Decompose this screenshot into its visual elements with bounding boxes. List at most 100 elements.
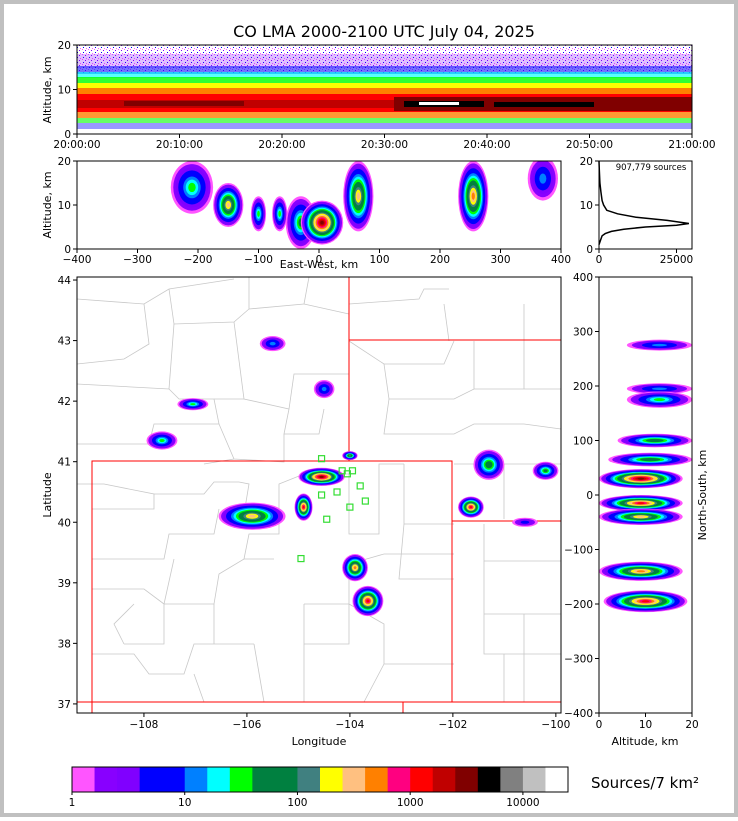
- alt-time-panel: 20:00:00 20:10:00 20:20:00 20:30:00 20:40:00…: [41, 40, 716, 151]
- source-cluster-level: [257, 210, 260, 217]
- map-y-tick-label: 42: [58, 396, 71, 408]
- colorbar-swatch: [229, 767, 253, 792]
- colorbar-swatch: [500, 767, 524, 792]
- source-cluster: [250, 196, 267, 232]
- source-cluster: [342, 554, 368, 582]
- station-marker: [297, 554, 305, 563]
- alt-ew-x-tick-label: 300: [490, 254, 510, 266]
- colorbar-swatch: [522, 767, 546, 792]
- alt-ew-tick-group: −400 −300 −200 −100 0 100 200 300 400 0 10 20: [58, 156, 571, 266]
- colorbar-tick-label: 100: [287, 797, 307, 809]
- alt-ew-y-tick-label: 10: [58, 200, 71, 212]
- alt-time-x-tick-label: 20:20:00: [258, 139, 305, 151]
- source-cluster-level: [636, 515, 646, 518]
- colorbar-swatch: [320, 767, 344, 792]
- alt-hist-x-tick-label: 25000: [660, 254, 693, 266]
- source-cluster-level: [651, 343, 667, 347]
- station-marker: [317, 491, 326, 499]
- alt-time-x-tick-label: 20:30:00: [361, 139, 408, 151]
- ns-alt-x-tick-label: 10: [639, 719, 652, 731]
- colorbar-tick-label: 10: [178, 797, 191, 809]
- colorbar-tick-label: 1: [69, 797, 76, 809]
- alt-time-plot-area: [77, 45, 692, 129]
- alt-time-tick-group: 20:00:00 20:10:00 20:20:00 20:30:00 20:40:00…: [53, 40, 715, 151]
- source-cluster: [352, 585, 384, 617]
- source-cluster: [272, 196, 288, 232]
- source-cluster-level: [302, 505, 305, 509]
- alt-time-y-tick-label: 0: [64, 129, 71, 141]
- alt-ew-x-tick-label: 100: [369, 254, 389, 266]
- alt-time-x-tick-label: 20:00:00: [53, 139, 100, 151]
- alt-ew-ylabel: Altitude, km: [41, 171, 54, 238]
- alt-hist-series-line: [598, 160, 690, 245]
- ns-alt-y-tick-label: −400: [564, 708, 593, 720]
- source-cluster: [608, 452, 692, 467]
- alt-ew-x-tick-label: −100: [244, 254, 273, 266]
- map-y-tick-label: 44: [58, 275, 72, 287]
- ns-alt-y-tick-label: 400: [573, 272, 593, 284]
- colorbar-swatch: [207, 767, 231, 792]
- station-marker: [317, 455, 326, 463]
- colorbar-label: Sources/7 km²: [591, 774, 699, 792]
- alt-ew-x-tick-label: 400: [551, 254, 571, 266]
- ns-alt-y-tick-label: 300: [573, 327, 593, 339]
- alt-ew-y-tick-label: 0: [64, 244, 71, 256]
- map-panel: −108 −106 −104 −102 −100 37 38 39 40 41 42 43 44 Lon…: [41, 275, 570, 748]
- colorbar-swatch: [432, 767, 456, 792]
- ns-alt-ylabel: North-South, km: [696, 450, 709, 541]
- source-cluster: [473, 449, 505, 480]
- source-cluster: [298, 467, 345, 486]
- source-cluster: [343, 161, 374, 232]
- state-boundaries: [77, 277, 561, 713]
- source-cluster-level: [278, 210, 282, 217]
- ns-alt-tick-group: 0 10 20 400 300 200 100 0 −100 −200 −300 −400: [564, 272, 699, 731]
- source-cluster: [458, 496, 484, 518]
- map-y-tick-label: 40: [58, 517, 71, 529]
- map-tick-group: −108 −106 −104 −102 −100 37 38 39 40 41 42 43 44: [58, 275, 571, 731]
- alt-ew-panel: −400 −300 −200 −100 0 100 200 300 400 0 10 20 East-…: [41, 156, 571, 271]
- alt-ew-xlabel: East-West, km: [280, 258, 358, 271]
- source-cluster-level: [188, 182, 196, 193]
- alt-time-y-tick-label: 20: [58, 40, 71, 52]
- colorbar-swatch: [162, 767, 186, 792]
- source-cluster: [599, 495, 683, 512]
- alt-ew-x-tick-label: −400: [63, 254, 92, 266]
- source-cluster-level: [520, 520, 530, 524]
- source-cluster: [532, 461, 559, 480]
- ns-alt-x-tick-label: 0: [596, 719, 603, 731]
- colorbar: 1 10 100 1000 10000 Sources/7 km²: [69, 766, 699, 809]
- source-cluster-level: [653, 398, 666, 402]
- colorbar-swatches: [72, 767, 569, 792]
- source-cluster: [527, 161, 558, 201]
- ns-alt-y-tick-label: −100: [564, 545, 593, 557]
- colorbar-swatch: [545, 767, 569, 792]
- colorbar-swatch: [297, 767, 321, 792]
- colorbar-swatch: [252, 767, 276, 792]
- source-cluster: [617, 433, 692, 448]
- map-x-tick-label: −104: [335, 719, 364, 731]
- ns-alt-panel: 0 10 20 400 300 200 100 0 −100 −200 −300 −400 Altit…: [564, 272, 709, 748]
- source-cluster-level: [651, 387, 667, 390]
- alt-hist-annotation: 907,779 sources: [616, 163, 687, 173]
- alt-hist-tick-group: 0 25000 0 10 20: [580, 156, 694, 266]
- county-boundaries: [77, 277, 561, 703]
- source-cluster-level: [320, 220, 324, 225]
- source-cluster-level: [637, 477, 645, 480]
- map-y-tick-label: 41: [58, 457, 71, 469]
- source-cluster-level: [190, 403, 196, 406]
- source-cluster: [313, 379, 335, 399]
- source-cluster: [259, 336, 286, 352]
- colorbar-swatch: [365, 767, 389, 792]
- map-x-tick-label: −100: [541, 719, 570, 731]
- alt-hist-y-tick-label: 0: [586, 244, 593, 256]
- ns-alt-y-tick-label: −200: [564, 599, 593, 611]
- source-cluster: [342, 451, 358, 461]
- colorbar-swatch: [477, 767, 501, 792]
- alt-ew-plot-area: [170, 161, 558, 249]
- alt-hist-panel: 0 25000 0 10 20 907,779 sources: [580, 156, 694, 266]
- source-cluster: [626, 339, 692, 351]
- source-cluster-level: [636, 570, 646, 573]
- source-cluster: [599, 561, 683, 581]
- ns-alt-y-tick-label: 200: [573, 381, 593, 393]
- colorbar-swatch: [139, 767, 163, 792]
